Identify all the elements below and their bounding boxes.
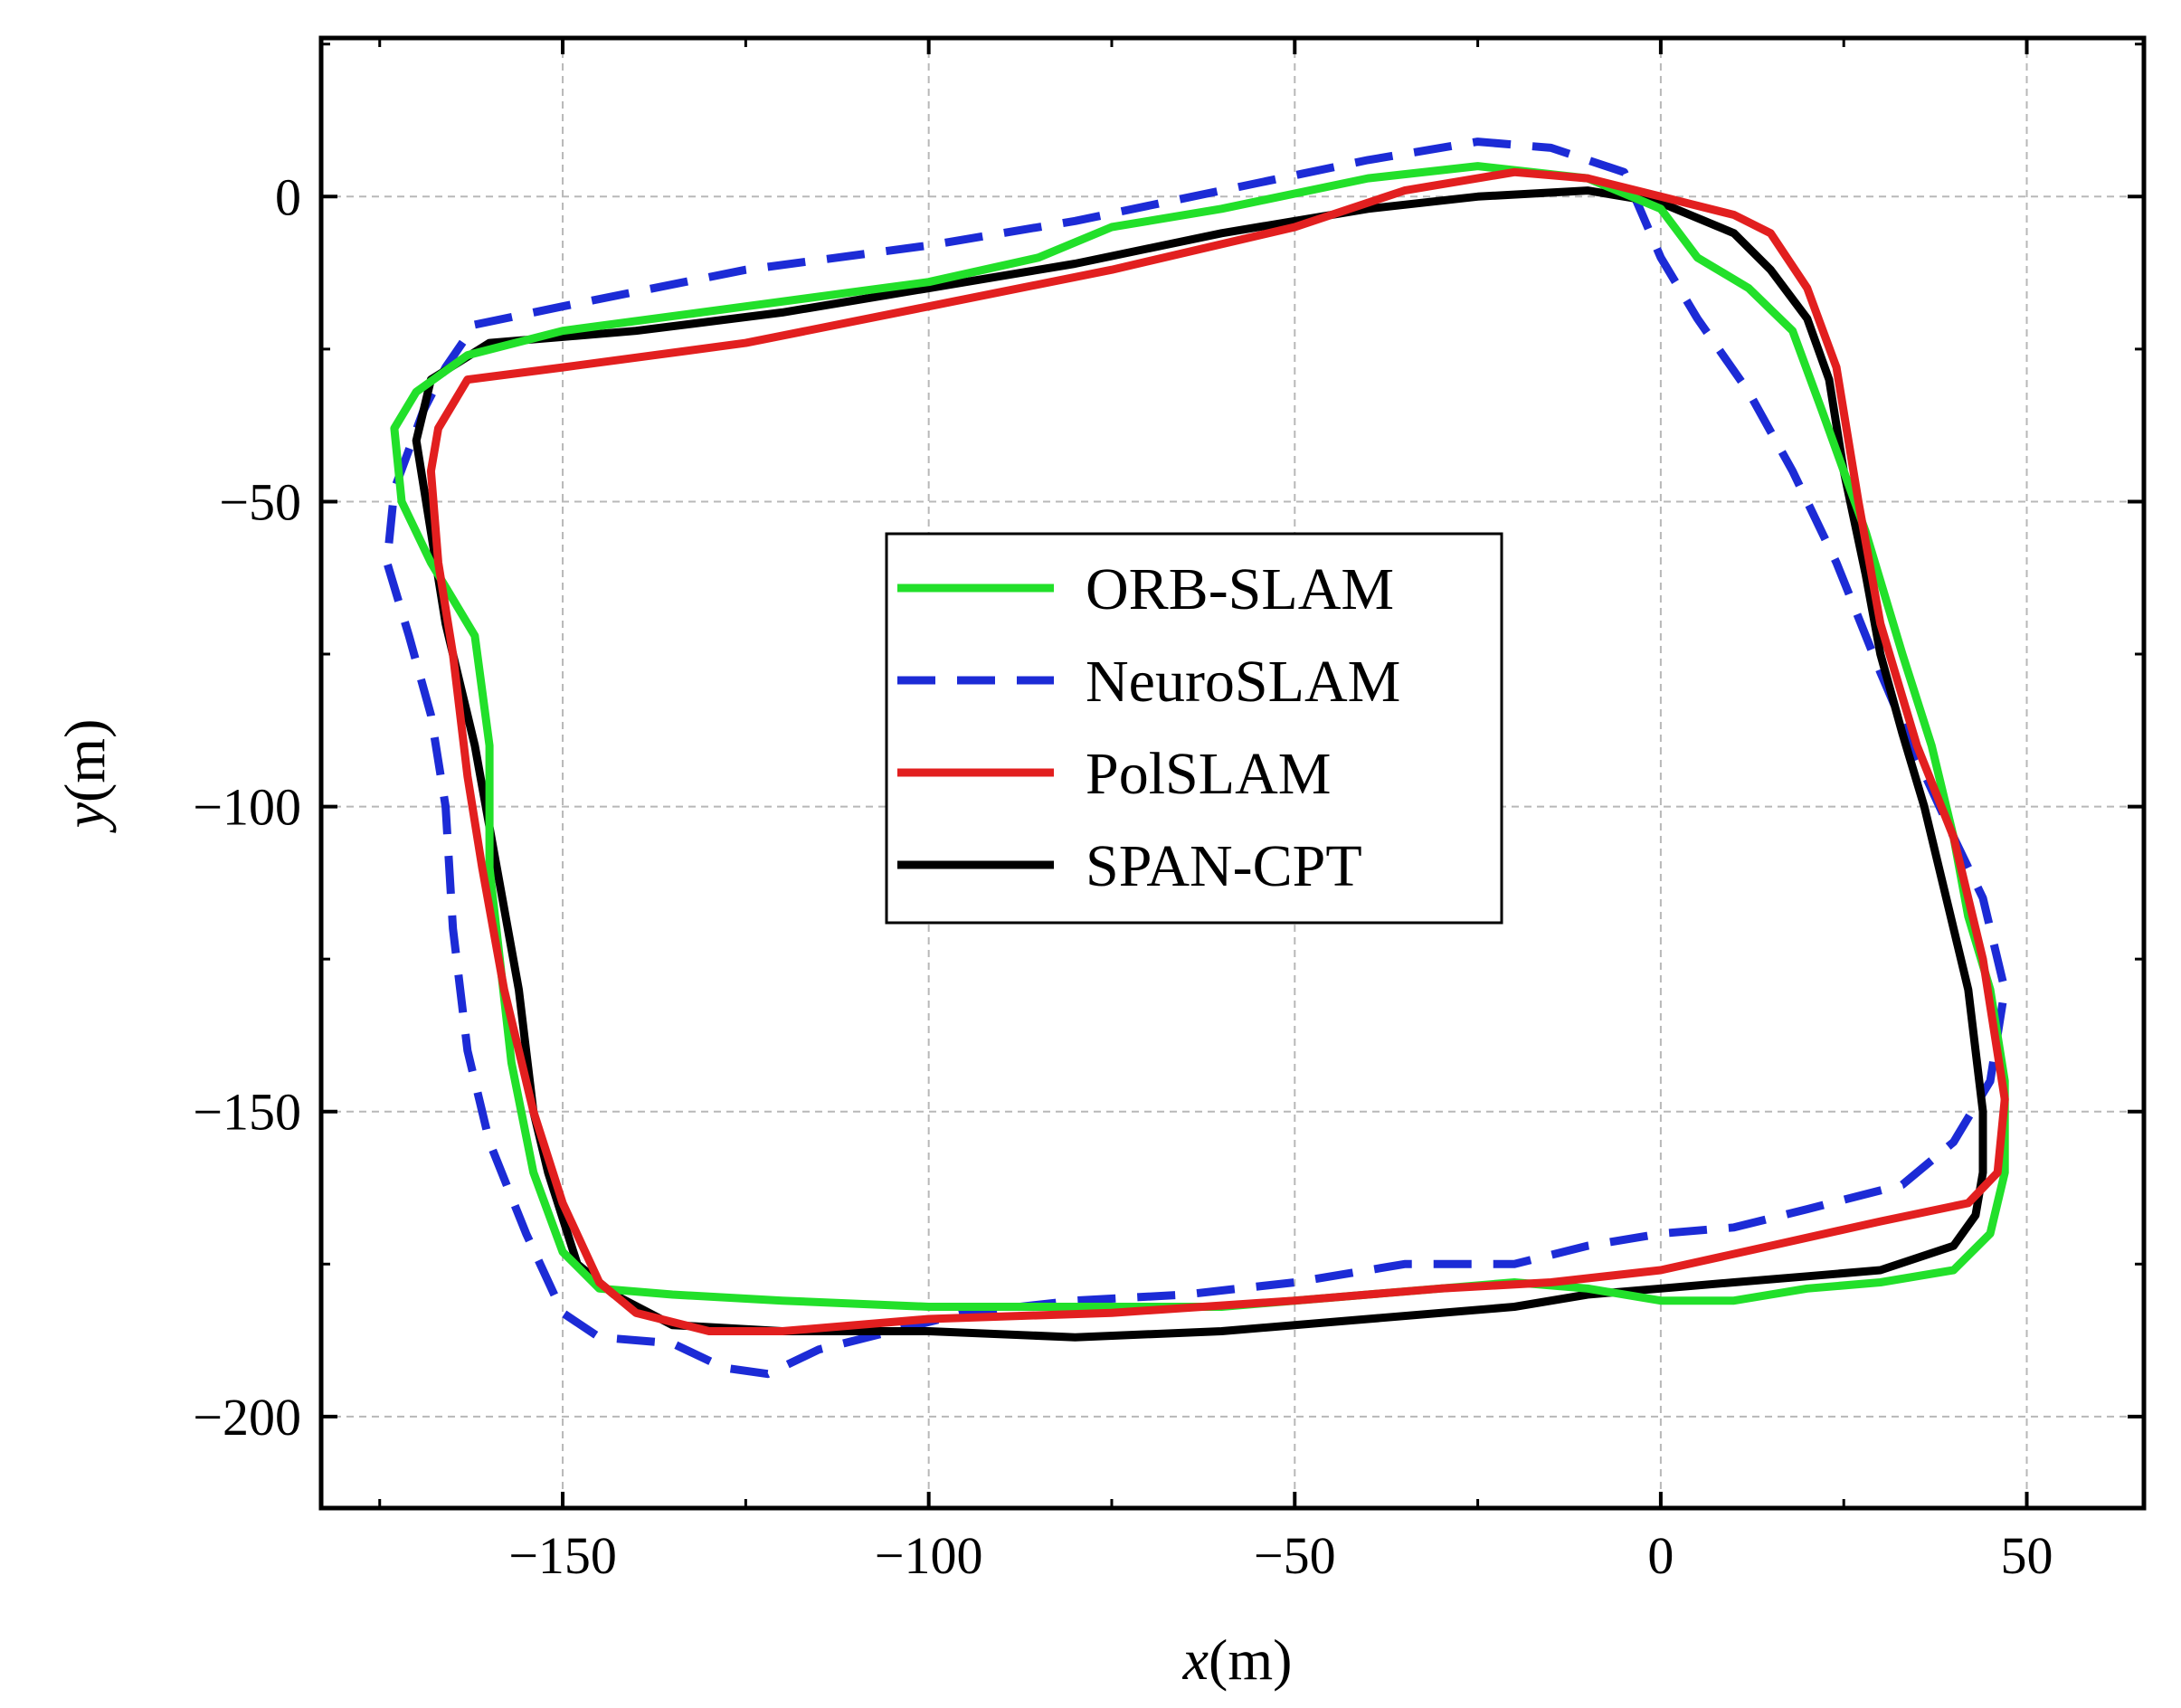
- x-tick-label: 50: [2001, 1526, 2053, 1585]
- series-line-neuroslam: [383, 138, 2009, 1379]
- y-tick-label: −150: [193, 1083, 301, 1142]
- y-tick-label: −100: [193, 778, 301, 837]
- legend: ORB-SLAM NeuroSLAM PolSLAM SPAN-CPT: [885, 532, 1503, 925]
- x-axis-title-var: x: [1182, 1627, 1209, 1692]
- series-line-orb-slam: [390, 162, 2009, 1311]
- y-tick-label: −200: [193, 1388, 301, 1447]
- y-axis-title-unit: (m): [52, 719, 117, 802]
- y-tick-label: −50: [219, 472, 301, 531]
- plot-frame: [318, 35, 2147, 1511]
- x-tick-label: 0: [1647, 1526, 1674, 1585]
- legend-label-orb-slam: ORB-SLAM: [1086, 556, 1394, 622]
- legend-label-neuroslam: NeuroSLAM: [1086, 649, 1400, 715]
- series-layer: [383, 138, 2009, 1379]
- legend-box: [885, 532, 1503, 925]
- legend-label-polslam: PolSLAM: [1086, 741, 1331, 807]
- y-axis-title: y(m): [52, 719, 117, 834]
- tick-labels: −150 −100 −50 0 50 0 −50 −100 −150 −200: [193, 167, 2053, 1585]
- legend-label-span-cpt: SPAN-CPT: [1086, 833, 1362, 899]
- ticks: [321, 38, 2144, 1508]
- x-tick-label: −50: [1254, 1526, 1336, 1585]
- series-line-polslam: [426, 167, 2009, 1335]
- x-axis-title: x(m): [1182, 1627, 1293, 1692]
- x-tick-label: −150: [508, 1526, 617, 1585]
- y-axis-title-var: y: [52, 802, 117, 833]
- y-tick-label: 0: [275, 167, 301, 226]
- x-axis-title-unit: (m): [1209, 1627, 1292, 1692]
- x-tick-label: −100: [875, 1526, 983, 1585]
